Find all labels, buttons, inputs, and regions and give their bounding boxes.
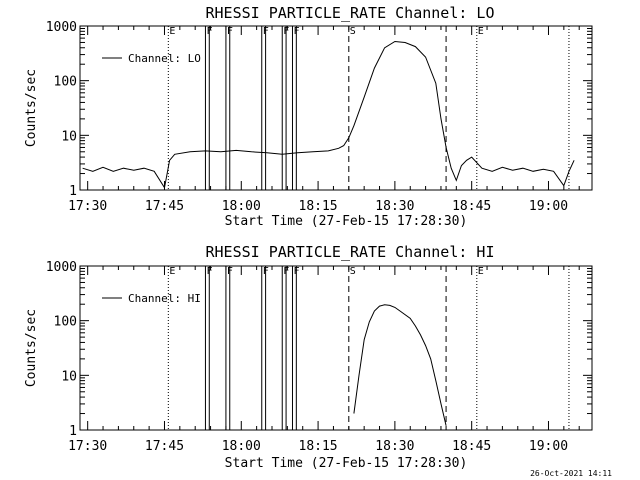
panel-2: RHESSI PARTICLE_RATE Channel: HI Start Ti… — [24, 243, 593, 471]
y-axis-label: Counts/sec — [24, 309, 39, 387]
panel-1: RHESSI PARTICLE_RATE Channel: LO Start Ti… — [24, 4, 593, 229]
y-tick-label: 10 — [61, 369, 77, 384]
generation-timestamp: 26-Oct-2021 14:11 — [530, 469, 612, 478]
y-tick-label: 1 — [69, 424, 77, 439]
series-line — [353, 304, 447, 426]
x-tick-label: 17:30 — [68, 439, 107, 454]
y-tick-label: 1000 — [46, 20, 77, 35]
x-tick-label: 18:45 — [452, 439, 491, 454]
x-tick-label: 17:45 — [145, 199, 184, 214]
legend-entry: Channel: HI — [128, 292, 201, 305]
x-tick-label: 19:00 — [529, 199, 568, 214]
y-tick-label: 100 — [54, 75, 77, 90]
legend-entry: Channel: LO — [128, 52, 201, 65]
event-marker-label: E — [478, 26, 484, 37]
y-axis-label: Counts/sec — [24, 69, 39, 147]
x-axis-label: Start Time (27-Feb-15 17:28:30) — [225, 456, 468, 471]
y-tick-label: 100 — [54, 315, 77, 330]
event-marker-label: S — [350, 266, 356, 277]
x-tick-label: 18:00 — [222, 199, 261, 214]
event-marker-label: E — [169, 266, 175, 277]
x-tick-label: 18:30 — [375, 199, 414, 214]
y-tick-label: 1 — [69, 184, 77, 199]
x-tick-label: 18:00 — [222, 439, 261, 454]
x-tick-label: 19:00 — [529, 439, 568, 454]
event-marker-label: E — [478, 266, 484, 277]
y-tick-label: 1000 — [46, 260, 77, 275]
x-tick-label: 18:15 — [299, 439, 338, 454]
plot-frame — [79, 25, 593, 191]
x-tick-label: 18:15 — [299, 199, 338, 214]
series-line — [82, 40, 575, 190]
event-marker-label: S — [350, 26, 356, 37]
x-axis-label: Start Time (27-Feb-15 17:28:30) — [225, 214, 468, 229]
plot-frame — [79, 265, 593, 431]
chart-title: RHESSI PARTICLE_RATE Channel: LO — [206, 4, 495, 22]
event-marker-label: E — [169, 26, 175, 37]
x-tick-label: 18:45 — [452, 199, 491, 214]
y-tick-label: 10 — [61, 129, 77, 144]
chart-title: RHESSI PARTICLE_RATE Channel: HI — [206, 243, 495, 261]
x-tick-label: 17:30 — [68, 199, 107, 214]
x-tick-label: 18:30 — [375, 439, 414, 454]
x-tick-label: 17:45 — [145, 439, 184, 454]
